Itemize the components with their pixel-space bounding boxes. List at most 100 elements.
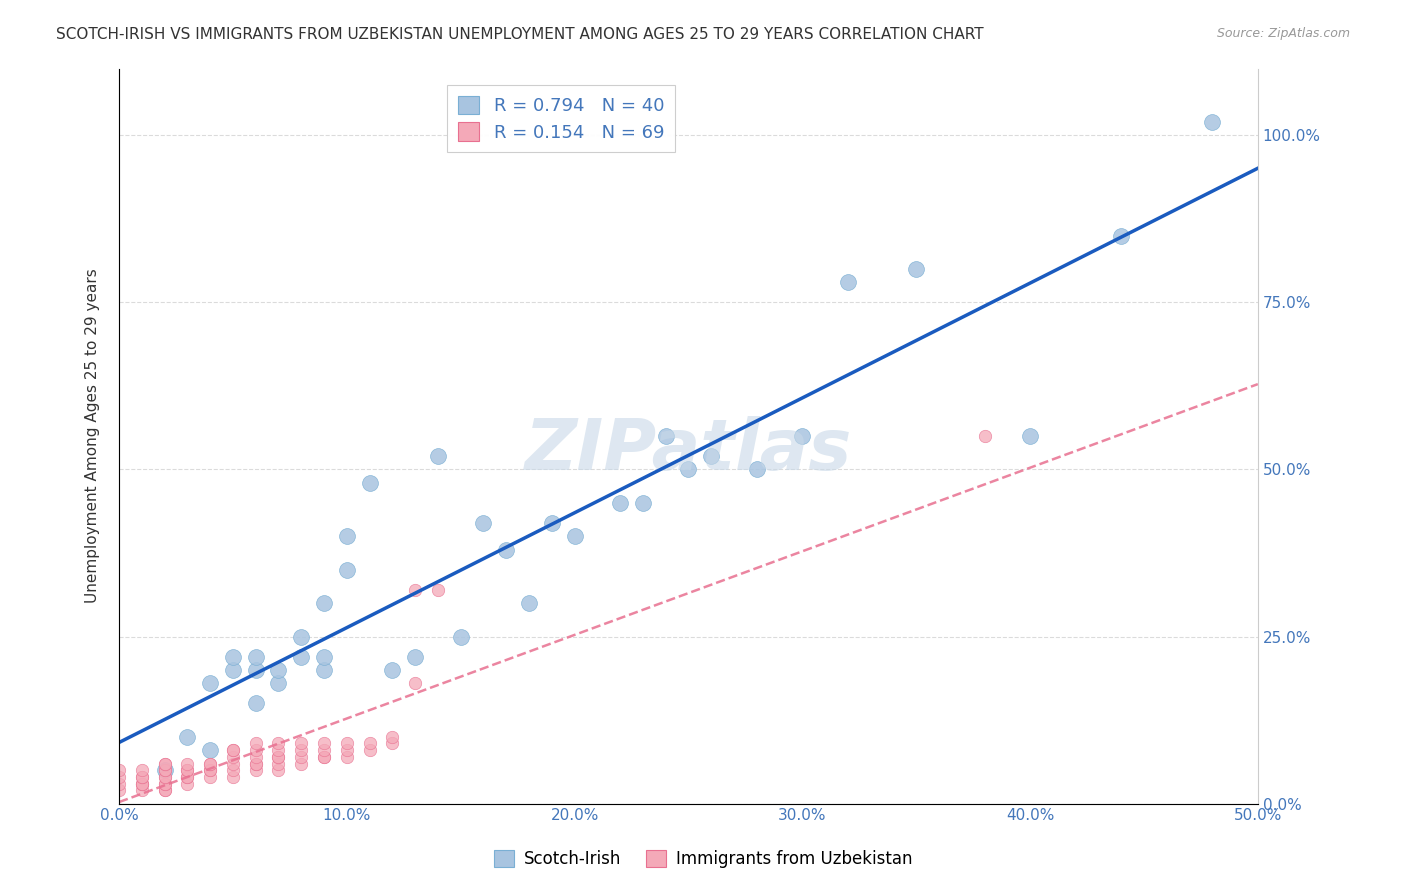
Point [198,763,221,777]
Point [495,542,517,557]
Point [700,449,723,463]
Point [267,743,290,757]
Point [267,763,290,777]
Point [153,783,176,797]
Point [290,756,312,771]
Point [245,763,267,777]
Point [222,743,245,757]
Point [404,582,426,597]
Point [222,770,245,784]
Point [153,763,176,777]
Point [336,743,359,757]
Point [176,756,198,771]
Point [267,676,290,690]
Point [198,756,221,771]
Text: ZIPatlas: ZIPatlas [524,417,852,485]
Point [131,776,153,790]
Point [290,743,312,757]
Point [564,529,586,543]
Point [404,676,426,690]
Point [1019,429,1042,443]
Point [176,770,198,784]
Point [267,736,290,750]
Point [312,663,335,677]
Point [176,730,198,744]
Point [792,429,814,443]
Point [745,462,768,476]
Point [245,743,267,757]
Point [290,749,312,764]
Point [381,730,404,744]
Point [312,743,335,757]
Point [336,736,359,750]
Point [245,663,267,677]
Point [222,743,245,757]
Point [312,736,335,750]
Point [131,776,153,790]
Point [267,663,290,677]
Point [153,770,176,784]
Point [176,763,198,777]
Point [222,756,245,771]
Point [905,262,928,277]
Point [153,776,176,790]
Point [267,756,290,771]
Point [245,697,267,711]
Point [290,736,312,750]
Point [153,763,176,777]
Point [198,743,221,757]
Point [222,663,245,677]
Point [290,649,312,664]
Point [222,749,245,764]
Point [381,736,404,750]
Text: Source: ZipAtlas.com: Source: ZipAtlas.com [1216,27,1350,40]
Point [267,749,290,764]
Point [153,756,176,771]
Point [153,763,176,777]
Y-axis label: Unemployment Among Ages 25 to 29 years: Unemployment Among Ages 25 to 29 years [86,268,100,604]
Point [222,649,245,664]
Point [312,749,335,764]
Point [381,663,404,677]
Legend: R = 0.794   N = 40, R = 0.154   N = 69: R = 0.794 N = 40, R = 0.154 N = 69 [447,85,675,153]
Point [108,783,131,797]
Point [290,630,312,644]
Point [837,276,859,290]
Point [245,756,267,771]
Point [153,783,176,797]
Point [359,736,381,750]
Point [153,776,176,790]
Point [973,429,995,443]
Point [1201,115,1223,129]
Point [678,462,700,476]
Point [245,649,267,664]
Point [540,516,562,530]
Point [1109,228,1132,243]
Point [131,763,153,777]
Point [426,582,449,597]
Point [245,756,267,771]
Point [631,496,654,510]
Point [131,776,153,790]
Point [336,749,359,764]
Point [198,756,221,771]
Point [472,516,495,530]
Point [404,649,426,664]
Point [359,743,381,757]
Point [131,770,153,784]
Point [108,776,131,790]
Point [131,783,153,797]
Point [153,770,176,784]
Point [267,749,290,764]
Point [176,770,198,784]
Point [245,736,267,750]
Point [245,749,267,764]
Point [426,449,449,463]
Point [222,763,245,777]
Point [312,749,335,764]
Point [312,649,335,664]
Point [336,529,359,543]
Point [176,776,198,790]
Text: SCOTCH-IRISH VS IMMIGRANTS FROM UZBEKISTAN UNEMPLOYMENT AMONG AGES 25 TO 29 YEAR: SCOTCH-IRISH VS IMMIGRANTS FROM UZBEKIST… [56,27,984,42]
Point [176,763,198,777]
